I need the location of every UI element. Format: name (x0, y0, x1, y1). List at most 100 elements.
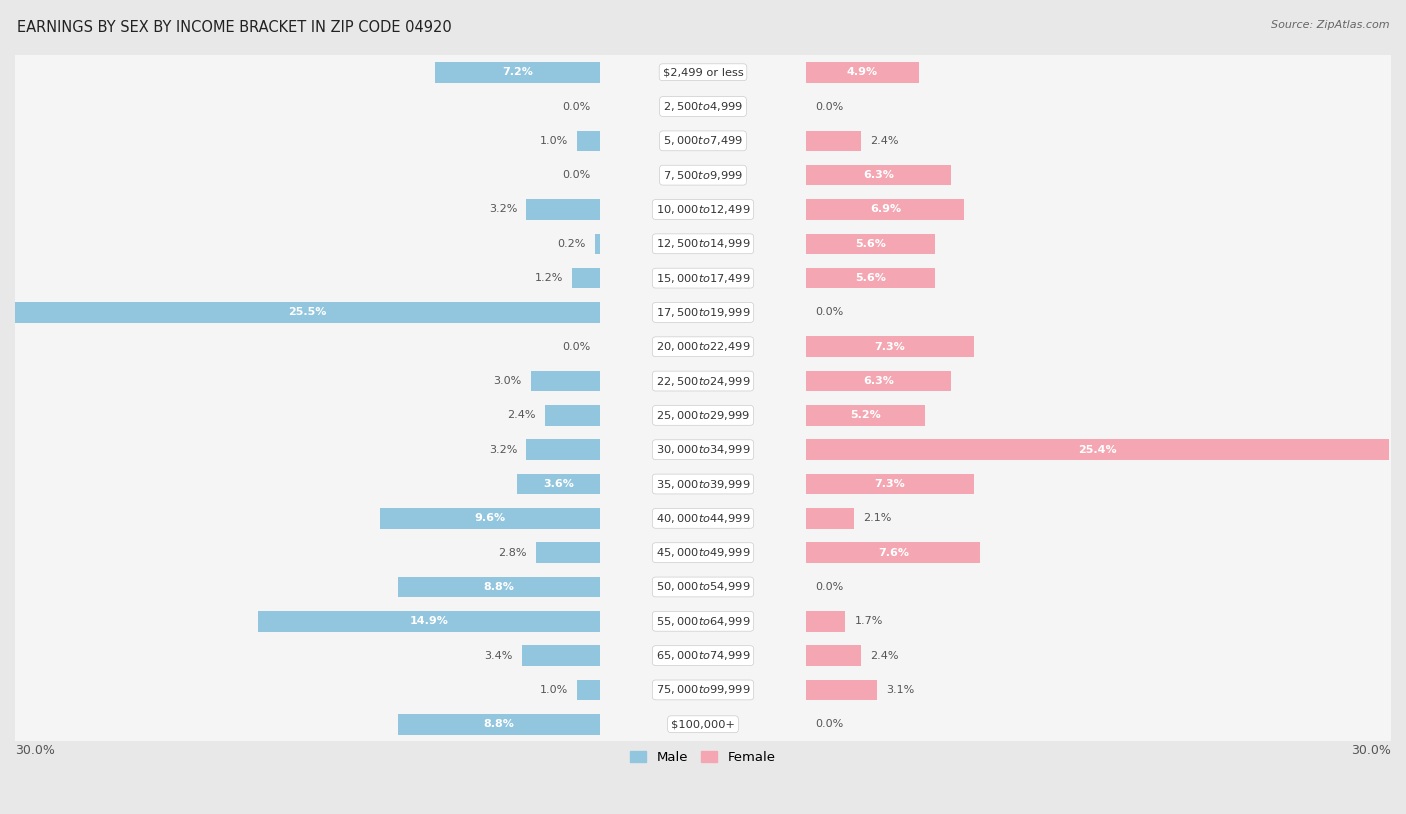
Bar (536, 542, 600, 563)
Text: 3.4%: 3.4% (484, 650, 513, 661)
Text: 1.0%: 1.0% (540, 136, 568, 146)
Bar (398, 714, 600, 734)
Text: 2.4%: 2.4% (508, 410, 536, 420)
Text: 8.8%: 8.8% (484, 582, 515, 592)
Text: $2,500 to $4,999: $2,500 to $4,999 (664, 100, 742, 113)
Bar (15, 124, 1391, 158)
Bar (806, 268, 935, 288)
Text: $12,500 to $14,999: $12,500 to $14,999 (655, 238, 751, 250)
Bar (806, 165, 950, 186)
Bar (806, 336, 973, 357)
Bar (15, 467, 1391, 501)
Bar (526, 199, 600, 220)
Text: $65,000 to $74,999: $65,000 to $74,999 (655, 649, 751, 662)
Bar (806, 542, 980, 563)
Bar (15, 604, 1391, 638)
Text: $40,000 to $44,999: $40,000 to $44,999 (655, 512, 751, 525)
Bar (576, 130, 600, 151)
Legend: Male, Female: Male, Female (626, 746, 780, 769)
Bar (572, 268, 600, 288)
Text: $10,000 to $12,499: $10,000 to $12,499 (655, 203, 751, 216)
Bar (15, 398, 1391, 432)
Text: $100,000+: $100,000+ (671, 720, 735, 729)
Bar (522, 646, 600, 666)
Bar (15, 295, 1391, 330)
Bar (15, 192, 1391, 226)
Text: 8.8%: 8.8% (484, 720, 515, 729)
Text: 30.0%: 30.0% (1351, 744, 1391, 757)
Text: 2.4%: 2.4% (870, 136, 898, 146)
Bar (806, 234, 935, 254)
Bar (806, 130, 862, 151)
Bar (526, 440, 600, 460)
Bar (806, 62, 918, 82)
Text: Source: ZipAtlas.com: Source: ZipAtlas.com (1271, 20, 1389, 30)
Text: 7.6%: 7.6% (877, 548, 908, 558)
Bar (15, 501, 1391, 536)
Bar (806, 199, 965, 220)
Bar (259, 611, 600, 632)
Text: 1.2%: 1.2% (534, 274, 564, 283)
Bar (398, 576, 600, 597)
Text: $25,000 to $29,999: $25,000 to $29,999 (655, 409, 751, 422)
Bar (806, 371, 950, 392)
Text: 2.8%: 2.8% (498, 548, 526, 558)
Text: 9.6%: 9.6% (474, 514, 505, 523)
Text: $5,000 to $7,499: $5,000 to $7,499 (664, 134, 742, 147)
Text: 0.0%: 0.0% (815, 102, 844, 112)
Text: 7.3%: 7.3% (875, 479, 905, 489)
Text: $2,499 or less: $2,499 or less (662, 68, 744, 77)
Bar (15, 261, 1391, 295)
Text: 7.2%: 7.2% (502, 68, 533, 77)
Bar (576, 680, 600, 700)
Bar (531, 371, 600, 392)
Text: 0.0%: 0.0% (815, 720, 844, 729)
Bar (380, 508, 600, 528)
Bar (15, 226, 1391, 261)
Text: $50,000 to $54,999: $50,000 to $54,999 (655, 580, 751, 593)
Text: 2.4%: 2.4% (870, 650, 898, 661)
Bar (15, 302, 600, 322)
Text: 14.9%: 14.9% (409, 616, 449, 626)
Text: 4.9%: 4.9% (846, 68, 877, 77)
Bar (15, 364, 1391, 398)
Text: $75,000 to $99,999: $75,000 to $99,999 (655, 684, 751, 697)
Text: $45,000 to $49,999: $45,000 to $49,999 (655, 546, 751, 559)
Text: 5.6%: 5.6% (855, 274, 886, 283)
Text: 2.1%: 2.1% (863, 514, 891, 523)
Text: $7,500 to $9,999: $7,500 to $9,999 (664, 168, 742, 182)
Text: 1.0%: 1.0% (540, 685, 568, 695)
Bar (15, 432, 1391, 467)
Text: EARNINGS BY SEX BY INCOME BRACKET IN ZIP CODE 04920: EARNINGS BY SEX BY INCOME BRACKET IN ZIP… (17, 20, 451, 35)
Text: 0.0%: 0.0% (562, 342, 591, 352)
Text: 3.6%: 3.6% (543, 479, 574, 489)
Bar (15, 536, 1391, 570)
Text: 0.2%: 0.2% (558, 239, 586, 249)
Text: $22,500 to $24,999: $22,500 to $24,999 (655, 374, 751, 387)
Text: 25.5%: 25.5% (288, 308, 326, 317)
Text: 3.1%: 3.1% (886, 685, 915, 695)
Text: 3.2%: 3.2% (489, 204, 517, 214)
Text: 6.3%: 6.3% (863, 170, 894, 180)
Bar (15, 570, 1391, 604)
Text: $35,000 to $39,999: $35,000 to $39,999 (655, 478, 751, 491)
Text: 5.2%: 5.2% (851, 410, 882, 420)
Bar (806, 646, 862, 666)
Text: $20,000 to $22,499: $20,000 to $22,499 (655, 340, 751, 353)
Bar (595, 234, 600, 254)
Text: 6.3%: 6.3% (863, 376, 894, 386)
Text: 6.9%: 6.9% (870, 204, 901, 214)
Bar (806, 405, 925, 426)
Bar (15, 330, 1391, 364)
Text: $30,000 to $34,999: $30,000 to $34,999 (655, 443, 751, 456)
Text: 1.7%: 1.7% (855, 616, 883, 626)
Bar (806, 474, 973, 494)
Text: 0.0%: 0.0% (815, 582, 844, 592)
Bar (15, 55, 1391, 90)
Bar (806, 680, 877, 700)
Bar (806, 508, 855, 528)
Text: $15,000 to $17,499: $15,000 to $17,499 (655, 272, 751, 285)
Text: 3.2%: 3.2% (489, 444, 517, 455)
Text: 25.4%: 25.4% (1078, 444, 1116, 455)
Bar (15, 158, 1391, 192)
